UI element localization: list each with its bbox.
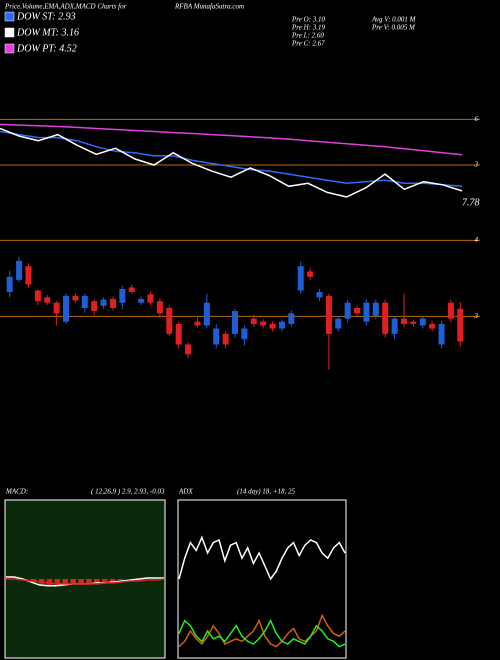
candle-body bbox=[372, 302, 379, 316]
candle-body bbox=[231, 311, 239, 334]
candle-body bbox=[260, 321, 267, 326]
histogram-bar bbox=[86, 579, 92, 584]
histogram-bar bbox=[54, 579, 61, 585]
candle-body bbox=[288, 313, 295, 324]
candle-body bbox=[400, 318, 407, 324]
info-text: Pre L: 2.60 bbox=[291, 32, 324, 40]
candle-body bbox=[34, 290, 41, 302]
series-line bbox=[0, 127, 463, 198]
candle-body bbox=[250, 318, 257, 324]
panel-subtitle: ( 12,26,9 ) 2.9, 2.93, -0.03 bbox=[91, 488, 165, 496]
series-line bbox=[178, 535, 346, 581]
candle-body bbox=[278, 321, 285, 329]
legend-swatch bbox=[4, 43, 15, 54]
histogram-bar bbox=[101, 579, 108, 583]
candle-body bbox=[128, 287, 135, 293]
series-line bbox=[178, 618, 346, 648]
histogram-bar bbox=[30, 579, 37, 582]
y-tick-label: 3 bbox=[474, 312, 479, 320]
annotation: 7.78 bbox=[462, 197, 480, 208]
candle-body bbox=[175, 323, 182, 345]
candle-body bbox=[72, 295, 79, 301]
legend-label: DOW ST: 2.93 bbox=[16, 11, 76, 22]
candle-body bbox=[138, 298, 145, 303]
candle-body bbox=[91, 301, 98, 312]
candle-body bbox=[325, 295, 332, 334]
candle-body bbox=[410, 321, 417, 324]
candle-body bbox=[16, 260, 23, 280]
candle-body bbox=[354, 307, 361, 314]
histogram-bar bbox=[109, 579, 116, 582]
series-line bbox=[178, 613, 346, 648]
panel-subtitle: (14 day) 18, +18, 25 bbox=[237, 488, 295, 496]
candle-body bbox=[269, 323, 276, 329]
candle-body bbox=[344, 302, 351, 319]
chart-title: Price,Volume,EMA,ADX,MACD Charts for bbox=[4, 3, 127, 11]
candle-body bbox=[100, 299, 107, 306]
histogram-bar bbox=[117, 579, 124, 580]
y-tick-label: 3 bbox=[474, 161, 479, 169]
histogram-bar bbox=[94, 579, 100, 583]
adx-frame bbox=[177, 499, 347, 659]
candle-body bbox=[63, 295, 70, 322]
candle-body bbox=[109, 298, 116, 308]
series-line bbox=[6, 578, 165, 585]
candle-body bbox=[53, 302, 60, 314]
series-line bbox=[0, 123, 463, 156]
candle-body bbox=[81, 295, 88, 308]
info-text: Pre H: 3.19 bbox=[291, 24, 325, 32]
candle-body bbox=[438, 323, 445, 345]
candle-body bbox=[119, 288, 126, 303]
legend-swatch bbox=[4, 27, 15, 38]
info-text: Pre O: 3.10 bbox=[291, 16, 325, 24]
histogram-bar bbox=[78, 579, 84, 584]
candle-body bbox=[147, 294, 154, 303]
candle-body bbox=[166, 307, 173, 334]
candle-body bbox=[457, 308, 464, 342]
chart-subtitle: RFBA MunafaSutra.com bbox=[174, 3, 244, 11]
candle-body bbox=[297, 266, 304, 291]
panel-title: ADX bbox=[178, 488, 193, 496]
y-tick-label: 6 bbox=[475, 115, 479, 123]
candle-body bbox=[44, 297, 51, 303]
candle-body bbox=[213, 328, 220, 345]
candle-body bbox=[241, 328, 248, 340]
candle-body bbox=[382, 302, 389, 334]
panel-background bbox=[178, 500, 346, 658]
candle-body bbox=[185, 344, 192, 355]
histogram-bar bbox=[62, 579, 69, 585]
candle-body bbox=[447, 302, 454, 319]
info-text: Pre V: 0.005 M bbox=[371, 24, 416, 32]
candle-body bbox=[419, 318, 426, 326]
y-tick-label: 4 bbox=[475, 236, 479, 244]
histogram-bar bbox=[46, 579, 53, 585]
candle-body bbox=[6, 276, 13, 293]
candle-body bbox=[307, 271, 314, 277]
histogram-bar bbox=[70, 579, 76, 584]
candle-body bbox=[429, 323, 436, 329]
series-line bbox=[0, 130, 463, 188]
info-text: Pre C: 2.67 bbox=[291, 40, 325, 48]
panel-title: MACD: bbox=[5, 488, 28, 496]
macd-frame bbox=[4, 499, 166, 659]
candle-body bbox=[363, 302, 370, 322]
candle-body bbox=[156, 301, 163, 314]
candle-body bbox=[316, 292, 323, 298]
candle-body bbox=[25, 266, 32, 285]
info-text: Avg V: 0.001 M bbox=[371, 16, 417, 24]
candle-body bbox=[222, 333, 229, 345]
legend-label: DOW MT: 3.16 bbox=[16, 27, 79, 38]
candle-body bbox=[203, 302, 210, 326]
legend-label: DOW PT: 4.52 bbox=[16, 43, 77, 54]
candle-body bbox=[194, 321, 201, 326]
candle-body bbox=[391, 318, 398, 334]
legend-swatch bbox=[4, 11, 15, 22]
candle-body bbox=[335, 318, 342, 329]
